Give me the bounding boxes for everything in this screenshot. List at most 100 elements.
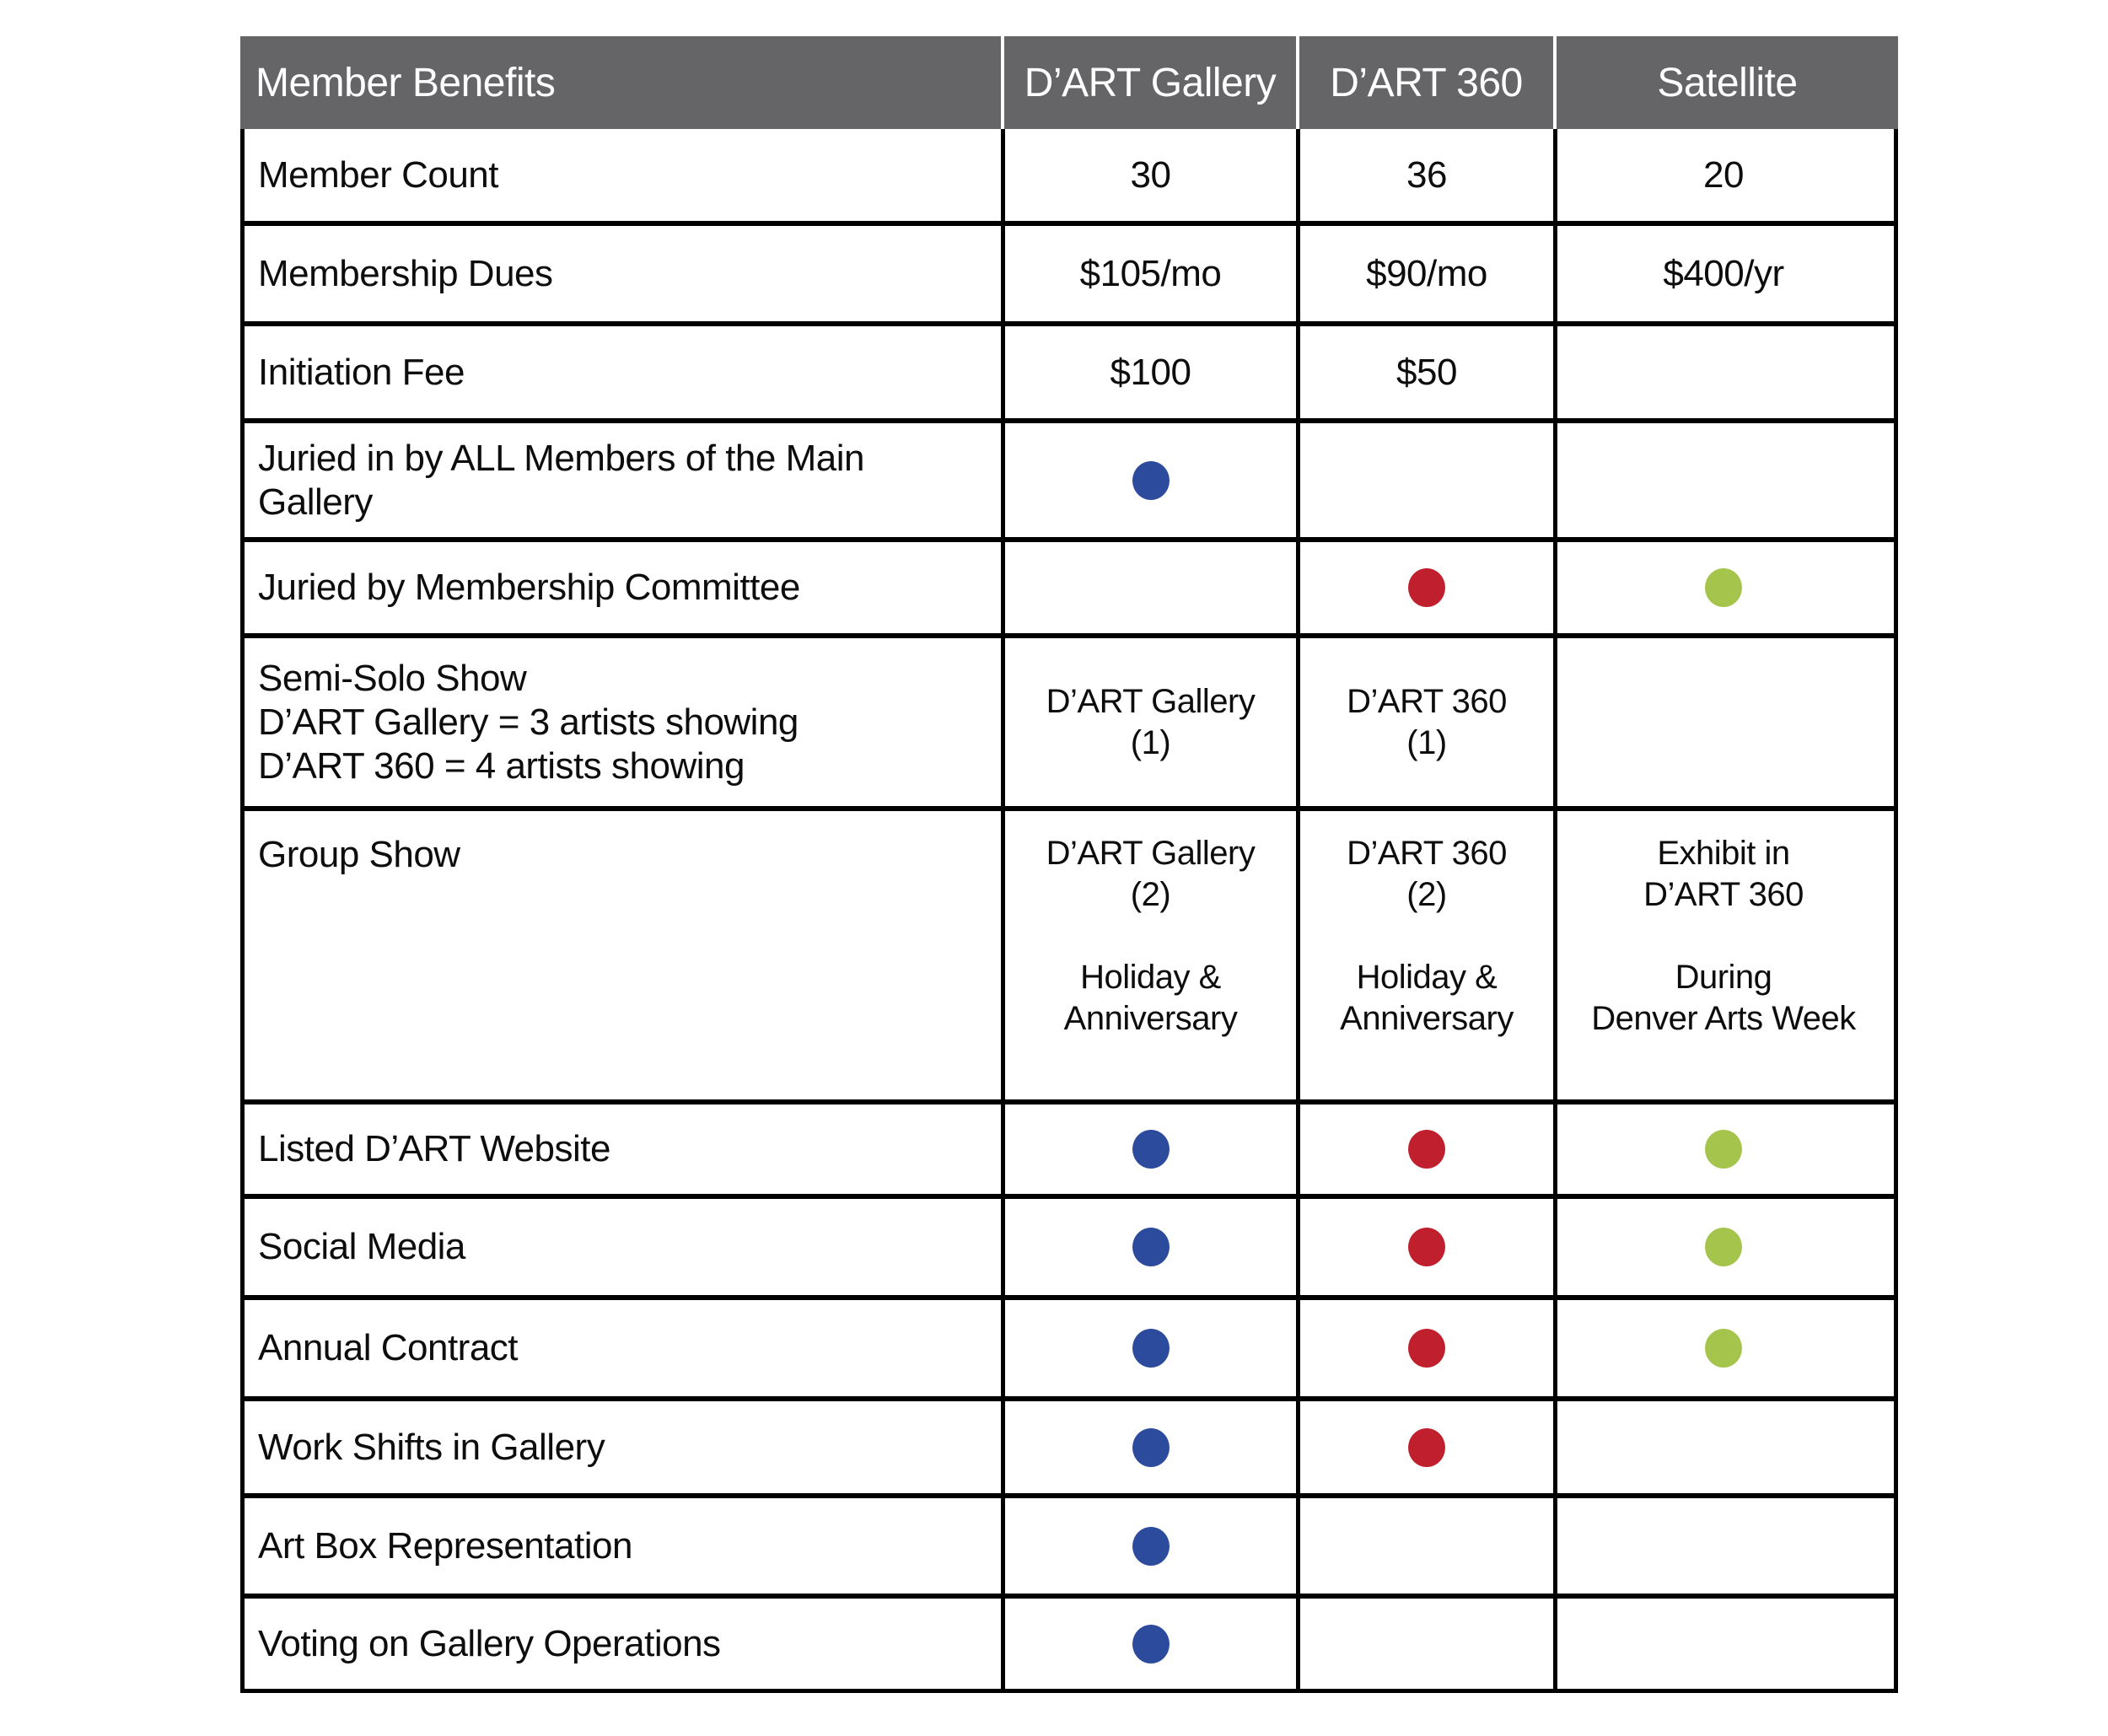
- value-cell: [1001, 1401, 1296, 1493]
- cell-line: (2): [1130, 876, 1171, 913]
- value-cell: [1553, 326, 1890, 418]
- cell-line: Voting on Gallery Operations: [258, 1622, 721, 1664]
- value-cell: $50: [1296, 326, 1553, 418]
- benefit-cell-work-shifts-in-gallery: Work Shifts in Gallery: [245, 1401, 1001, 1493]
- cell-line: Group Show: [258, 834, 460, 875]
- value-cell: D’ART Gallery (2) Holiday & Anniversary: [1001, 811, 1296, 1099]
- cell-line: D’ART 360: [1347, 682, 1507, 720]
- value-cell: [1001, 1300, 1296, 1396]
- blue-dot-icon: [1132, 460, 1170, 500]
- red-dot-icon: [1408, 1427, 1445, 1467]
- cell-line: (1): [1130, 723, 1171, 761]
- value-cell: $100: [1001, 326, 1296, 418]
- value-cell: [1553, 542, 1890, 633]
- table-row-social-media: Social Media: [245, 1199, 1894, 1300]
- member-benefits-table: Member Benefits D’ART Gallery D’ART 360 Sat…: [240, 36, 1898, 1693]
- cell-line: D’ART Gallery = 3 artists showing: [258, 701, 799, 743]
- cell-line: 20: [1703, 153, 1744, 196]
- cell-line: Holiday &: [1356, 959, 1498, 996]
- benefit-cell-juried-by-all-members: Juried in by ALL Members of the Main Gall…: [245, 423, 1001, 537]
- table-row-art-box-representation: Art Box Representation: [245, 1498, 1894, 1599]
- value-cell: D’ART 360 (2) Holiday & Anniversary: [1296, 811, 1553, 1099]
- value-cell: [1296, 423, 1553, 537]
- cell-line: $400/yr: [1663, 252, 1784, 294]
- column-header-d-art-360: D’ART 360: [1296, 36, 1553, 129]
- blue-dot-icon: [1132, 1329, 1170, 1368]
- cell-line: Juried by Membership Committee: [258, 567, 800, 608]
- cell-line: [1422, 916, 1432, 957]
- green-dot-icon: [1705, 1130, 1742, 1169]
- benefit-cell-social-media: Social Media: [245, 1199, 1001, 1295]
- cell-line: Member Count: [258, 153, 499, 196]
- value-cell: $90/mo: [1296, 226, 1553, 321]
- cell-line: Denver Arts Week: [1591, 1000, 1856, 1037]
- cell-line: [1146, 916, 1155, 957]
- blue-dot-icon: [1132, 1228, 1170, 1266]
- column-header-d-art-gallery: D’ART Gallery: [1001, 36, 1296, 129]
- value-cell: [1553, 1401, 1890, 1493]
- cell-line: D’ART 360: [1347, 835, 1507, 872]
- cell-line: $100: [1110, 351, 1191, 393]
- value-cell: [1296, 1104, 1553, 1194]
- table-body: Member Count 30 36 20 Membership Dues $105/mo…: [240, 129, 1898, 1693]
- benefit-cell-member-count: Member Count: [245, 129, 1001, 221]
- table-header-row: Member Benefits D’ART Gallery D’ART 360 Sat…: [240, 36, 1898, 129]
- table-row-listed-dart-website: Listed D’ART Website: [245, 1104, 1894, 1199]
- cell-line: (1): [1406, 723, 1447, 761]
- value-cell: [1001, 423, 1296, 537]
- value-cell: [1001, 1599, 1296, 1689]
- green-dot-icon: [1705, 1329, 1742, 1368]
- benefit-cell-initiation-fee: Initiation Fee: [245, 326, 1001, 418]
- value-cell: [1296, 1498, 1553, 1594]
- table-row-group-show: Group Show D’ART Gallery (2) Holiday & Anni…: [245, 811, 1894, 1104]
- cell-line: Art Box Representation: [258, 1524, 632, 1567]
- blue-dot-icon: [1132, 1526, 1170, 1566]
- red-dot-icon: [1408, 1329, 1445, 1368]
- cell-line: 30: [1130, 153, 1171, 196]
- value-cell: [1001, 542, 1296, 633]
- value-cell: [1296, 1300, 1553, 1396]
- value-cell: [1296, 1401, 1553, 1493]
- value-cell: [1001, 1104, 1296, 1194]
- red-dot-icon: [1408, 1130, 1445, 1169]
- value-cell: [1553, 1300, 1890, 1396]
- benefit-cell-annual-contract: Annual Contract: [245, 1300, 1001, 1396]
- value-cell: [1001, 1199, 1296, 1295]
- table-row-juried-by-membership-committee: Juried by Membership Committee: [245, 542, 1894, 638]
- table-row-work-shifts-in-gallery: Work Shifts in Gallery: [245, 1401, 1894, 1498]
- value-cell: [1553, 423, 1890, 537]
- value-cell: [1296, 542, 1553, 633]
- green-dot-icon: [1705, 568, 1742, 607]
- value-cell: 36: [1296, 129, 1553, 221]
- value-cell: 30: [1001, 129, 1296, 221]
- cell-line: D’ART Gallery: [1046, 835, 1256, 872]
- value-cell: D’ART Gallery (1): [1001, 638, 1296, 806]
- cell-line: Holiday &: [1080, 959, 1221, 996]
- value-cell: [1296, 1599, 1553, 1689]
- table-row-membership-dues: Membership Dues $105/mo $90/mo $400/yr: [245, 226, 1894, 326]
- benefit-cell-listed-dart-website: Listed D’ART Website: [245, 1104, 1001, 1194]
- value-cell: [1553, 1104, 1890, 1194]
- cell-line: Initiation Fee: [258, 351, 465, 393]
- green-dot-icon: [1705, 1228, 1742, 1266]
- cell-line: Work Shifts in Gallery: [258, 1426, 605, 1468]
- table-row-annual-contract: Annual Contract: [245, 1300, 1894, 1401]
- benefit-cell-art-box-representation: Art Box Representation: [245, 1498, 1001, 1594]
- cell-line: $105/mo: [1079, 252, 1222, 294]
- benefit-cell-juried-by-membership-committee: Juried by Membership Committee: [245, 542, 1001, 633]
- value-cell: [1553, 1199, 1890, 1295]
- value-cell: [1553, 638, 1890, 806]
- cell-line: Membership Dues: [258, 252, 553, 294]
- blue-dot-icon: [1132, 1130, 1170, 1169]
- cell-line: D’ART 360: [1643, 876, 1804, 913]
- cell-line: Semi-Solo Show: [258, 657, 527, 699]
- cell-line: [1719, 916, 1729, 957]
- value-cell: Exhibit in D’ART 360 During Denver Arts We…: [1553, 811, 1890, 1099]
- cell-line: Social Media: [258, 1226, 465, 1267]
- column-header-member-benefits: Member Benefits: [255, 60, 556, 105]
- cell-line: 36: [1406, 153, 1447, 196]
- cell-line: Exhibit in: [1657, 835, 1790, 872]
- cell-line: Annual Contract: [258, 1327, 519, 1368]
- cell-line: $90/mo: [1366, 252, 1487, 294]
